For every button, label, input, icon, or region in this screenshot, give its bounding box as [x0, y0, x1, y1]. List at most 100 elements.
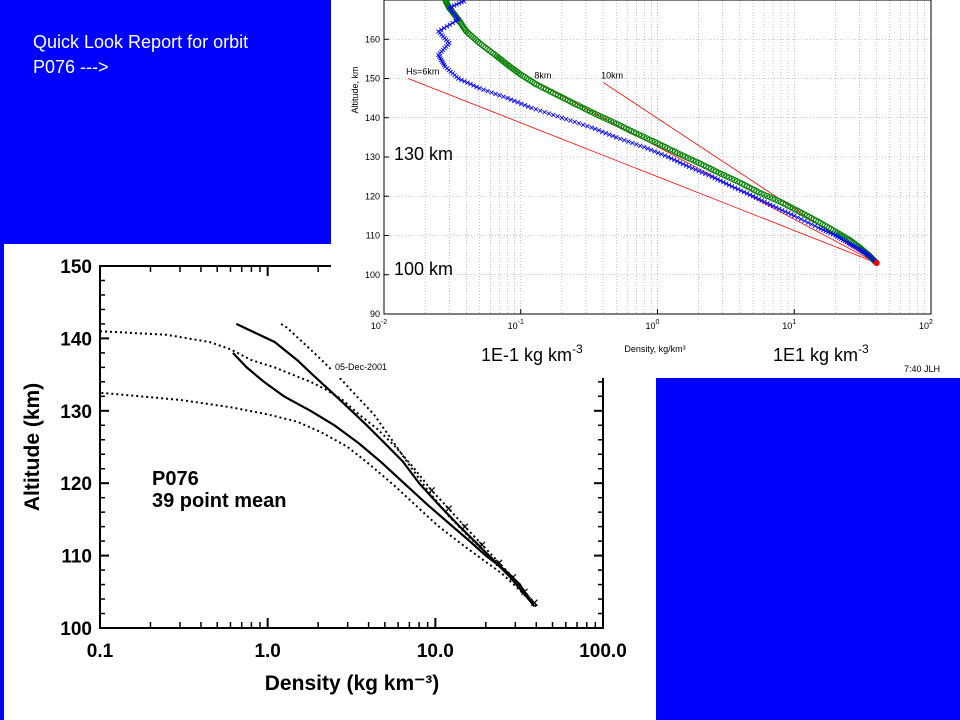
- right-blue-cross-marker: [820, 227, 826, 233]
- left-y-tick-label: 120: [60, 474, 92, 495]
- right-blue-cross-marker: [712, 175, 718, 181]
- right-y-tick-label: 140: [365, 113, 380, 123]
- right-blue-cross-marker: [559, 115, 565, 121]
- right-blue-cross-marker: [741, 189, 747, 195]
- right-blue-cross-marker: [456, 1, 462, 6]
- right-blue-cross-marker: [493, 91, 498, 97]
- right-blue-cross-marker: [618, 136, 623, 142]
- right-blue-cross-marker: [563, 116, 569, 122]
- right-x-tick-base: 10: [646, 321, 656, 331]
- left-cross-marker: [509, 573, 517, 581]
- right-blue-cross-marker: [459, 0, 464, 5]
- right-blue-cross-marker: [686, 164, 692, 170]
- right-blue-cross-marker: [454, 2, 459, 7]
- right-blue-cross-marker: [501, 94, 506, 100]
- right-x-tick-base: 10: [782, 321, 792, 331]
- right-blue-cross-marker: [450, 20, 456, 26]
- right-blue-cross-marker: [610, 133, 616, 139]
- left-chart-date: 05-Dec-2001: [335, 362, 387, 372]
- right-green-circle-marker: [758, 190, 765, 197]
- right-green-circle-marker: [777, 199, 785, 206]
- right-x-tick-label: 100: [646, 319, 660, 331]
- right-blue-cross-marker: [459, 77, 464, 83]
- right-x-tick-label: 102: [919, 319, 933, 331]
- right-blue-cross-marker: [668, 156, 674, 161]
- right-y-tick-label: 90: [370, 309, 380, 319]
- right-blue-cross-marker: [606, 132, 612, 137]
- right-blue-cross-marker: [555, 114, 560, 119]
- left-series-line-1: [232, 352, 536, 607]
- right-y-axis-label: Altitude, km: [350, 66, 360, 113]
- right-blue-cross-marker: [436, 29, 441, 34]
- right-blue-cross-marker: [505, 95, 510, 101]
- p076-mean-chart: 100 110 120 130 140 150 0.1 1.0 10.0 100.0 P076 3…: [21, 257, 627, 695]
- right-blue-cross-marker: [825, 229, 831, 235]
- right-blue-cross-marker: [550, 112, 556, 118]
- right-blue-cross-marker: [785, 210, 791, 216]
- right-blue-cross-marker: [441, 25, 447, 31]
- left-annotation-line-2: 39 point mean: [152, 490, 286, 512]
- right-blue-cross-marker: [662, 153, 668, 158]
- left-cross-marker: [495, 559, 503, 567]
- right-green-circle-marker: [763, 192, 771, 200]
- right-blue-cross-marker: [449, 4, 455, 10]
- right-blue-cross-marker: [655, 150, 661, 156]
- right-blue-cross-marker: [589, 125, 594, 130]
- right-y-tick-label: 160: [365, 34, 380, 44]
- right-blue-cross-marker: [471, 83, 476, 88]
- right-blue-cross-marker: [791, 213, 797, 219]
- left-y-tick-label: 110: [61, 547, 92, 568]
- right-blue-cross-marker: [782, 209, 788, 214]
- right-blue-cross-marker: [726, 182, 732, 188]
- right-blue-cross-marker: [568, 118, 573, 123]
- right-x-axis-label: Density, kg/km³: [624, 344, 685, 354]
- right-reference-line-label: 10km: [601, 70, 623, 80]
- right-blue-cross-marker: [683, 163, 689, 168]
- right-blue-cross-marker: [693, 167, 698, 172]
- right-blue-cross-marker: [462, 78, 467, 84]
- right-blue-cross-marker: [744, 191, 750, 196]
- right-blue-cross-marker: [592, 126, 598, 132]
- right-blue-cross-marker: [776, 206, 782, 212]
- right-blue-cross-marker: [508, 97, 514, 102]
- right-blue-cross-marker: [715, 177, 720, 182]
- left-cross-marker: [531, 599, 538, 607]
- right-chart-panel: 90 100 110 120 130 140 150 160 10-2 10-1 100 101 102…: [331, 0, 960, 378]
- right-blue-cross-marker: [753, 195, 759, 200]
- right-x-tick-label: 10-2: [371, 319, 387, 331]
- right-blue-cross-marker: [533, 107, 539, 112]
- right-blue-cross-marker: [833, 233, 838, 238]
- right-blue-cross-marker: [706, 172, 711, 178]
- right-x-tick-exponent: -2: [381, 319, 387, 326]
- left-axis-ticks: 100 110 120 130 140 150 0.1 1.0 10.0 100.0: [60, 257, 626, 662]
- right-green-circle-marker: [772, 196, 779, 203]
- right-blue-cross-marker: [625, 139, 631, 144]
- right-blue-cross-marker: [689, 165, 695, 171]
- left-annotation-group: P076 39 point mean: [152, 468, 286, 512]
- right-blue-cross-marker: [770, 203, 776, 209]
- left-series-line-3: [99, 391, 537, 608]
- right-bottom-label-right: 1E1 kg km-3: [773, 342, 869, 365]
- left-x-tick-label: 1.0: [254, 641, 280, 662]
- right-overlay-label-2: 100 km: [394, 259, 453, 279]
- right-green-circle-marker: [766, 194, 773, 201]
- right-overlay-label-1: 130 km: [394, 144, 453, 164]
- right-blue-cross-marker: [474, 84, 479, 90]
- right-bottom-label-left: 1E-1 kg km-3: [481, 342, 583, 365]
- right-blue-cross-marker: [546, 111, 552, 116]
- right-blue-cross-marker: [818, 226, 824, 232]
- right-blue-cross-marker: [621, 137, 627, 143]
- right-blue-cross-marker: [750, 193, 756, 199]
- right-blue-cross-marker: [721, 179, 726, 185]
- date-stamp-layer: 05-Dec-2001: [335, 362, 387, 372]
- right-blue-cross-marker: [732, 185, 738, 191]
- right-blue-cross-marker: [447, 22, 453, 27]
- left-cross-marker: [521, 588, 528, 596]
- right-blue-cross-marker: [703, 171, 708, 177]
- right-green-circle-marker: [775, 197, 782, 205]
- right-blue-cross-marker: [823, 228, 828, 234]
- left-series-group: [99, 322, 538, 608]
- right-blue-cross-marker: [633, 142, 639, 147]
